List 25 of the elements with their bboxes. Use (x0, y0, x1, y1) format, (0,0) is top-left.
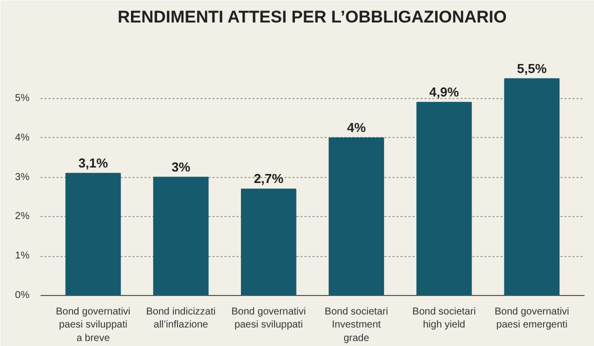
bar (65, 172, 121, 296)
bar (328, 137, 384, 296)
y-tick-label: 4% (15, 132, 30, 144)
x-tick-label: Bond governativi paesi sviluppati (231, 306, 306, 331)
y-tick-label: 0% (15, 290, 30, 301)
x-tick-label: Bond governativi paesi emergenti (494, 306, 570, 331)
data-label: 3,1% (78, 155, 108, 170)
chart-title: RENDIMENTI ATTESI PER L’OBBLIGAZIONARIO (118, 8, 507, 26)
data-label: 5,5% (517, 60, 548, 76)
bar (504, 78, 560, 296)
y-tick-label: 1% (15, 250, 30, 262)
x-tick-label: Bond governativi paesi sviluppati a breve (56, 306, 130, 344)
data-label: 2,7% (254, 171, 284, 186)
data-label: 4% (346, 120, 366, 135)
x-tick-label: Bond societari Investment grade (324, 306, 388, 344)
data-label: 4,9% (429, 84, 460, 100)
bar (416, 102, 472, 296)
y-tick-label: 2% (15, 211, 30, 222)
x-tick-label: Bond societari high yield (412, 306, 476, 331)
bar (240, 188, 296, 296)
y-tick-label: 3% (15, 172, 30, 183)
data-label: 3% (171, 159, 191, 174)
x-tick-label: Bond indicizzati all’inflazione (146, 306, 216, 331)
y-tick-label: 5% (15, 92, 30, 104)
bar (153, 176, 209, 296)
